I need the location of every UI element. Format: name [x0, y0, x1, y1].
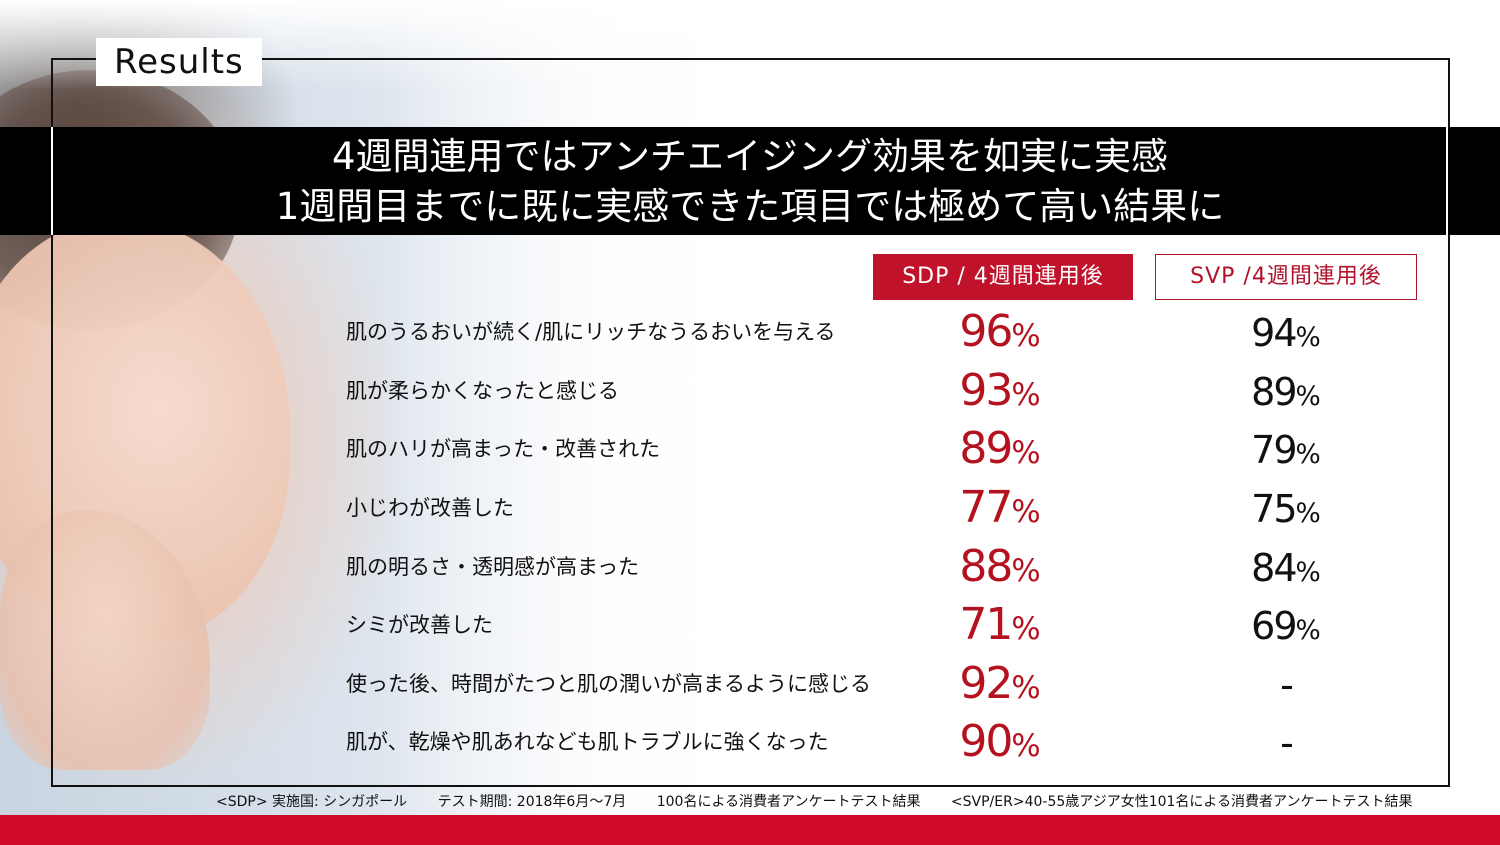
- row-label: 小じわが改善した: [346, 496, 514, 520]
- sdp-value: 89%: [959, 423, 1041, 474]
- table-row: 使った後、時間がたつと肌の潤いが高まるように感じる 92% -: [0, 657, 1500, 715]
- footnote: <SDP> 実施国: シンガポール テスト期間: 2018年6月～7月 100名…: [216, 792, 1456, 812]
- title-band: 4週間連用ではアンチエイジング効果を如実に実感 1週間目までに既に実感できた項目…: [0, 127, 1500, 235]
- footnote-period: テスト期間: 2018年6月～7月: [437, 794, 627, 810]
- sdp-value: 92%: [959, 658, 1041, 709]
- column-header-svp: SVP /4週間連用後: [1155, 254, 1417, 300]
- row-label: 肌が柔らかくなったと感じる: [346, 379, 619, 403]
- footnote-sdp-result: 100名による消費者アンケートテスト結果: [656, 794, 921, 810]
- svp-value: -: [1280, 663, 1294, 707]
- sdp-value: 96%: [959, 306, 1041, 357]
- sdp-value: 88%: [959, 541, 1041, 592]
- row-label: 肌のハリが高まった・改善された: [346, 437, 661, 461]
- table-row: 肌が、乾燥や肌あれなども肌トラブルに強くなった 90% -: [0, 715, 1500, 773]
- results-frame: [51, 58, 1450, 787]
- section-label: Results: [96, 38, 262, 86]
- sdp-value: 77%: [959, 482, 1041, 533]
- title-line-2: 1週間目までに既に実感できた項目では極めて高い結果に: [275, 185, 1225, 228]
- row-label: 肌の明るさ・透明感が高まった: [346, 555, 640, 579]
- sdp-value: 93%: [959, 365, 1041, 416]
- table-row: 肌が柔らかくなったと感じる 93% 89%: [0, 364, 1500, 422]
- table-row: シミが改善した 71% 69%: [0, 598, 1500, 656]
- svp-value: 84%: [1251, 546, 1321, 590]
- footnote-svp-result: <SVP/ER>40-55歳アジア女性101名による消費者アンケートテスト結果: [950, 794, 1413, 810]
- svp-value: 79%: [1251, 428, 1321, 472]
- frame-edge-left: [51, 127, 53, 235]
- column-header-sdp: SDP / 4週間連用後: [873, 254, 1133, 300]
- row-label: シミが改善した: [346, 613, 493, 637]
- bottom-red-bar: [0, 815, 1500, 845]
- row-label: 肌が、乾燥や肌あれなども肌トラブルに強くなった: [346, 730, 829, 754]
- title-line-1: 4週間連用ではアンチエイジング効果を如実に実感: [331, 135, 1169, 178]
- table-row: 小じわが改善した 77% 75%: [0, 481, 1500, 539]
- table-row: 肌の明るさ・透明感が高まった 88% 84%: [0, 540, 1500, 598]
- svp-value: -: [1280, 721, 1294, 765]
- svp-value: 75%: [1251, 487, 1321, 531]
- svp-value: 94%: [1251, 311, 1321, 355]
- table-row: 肌のうるおいが続く/肌にリッチなうるおいを与える 96% 94%: [0, 305, 1500, 363]
- row-label: 使った後、時間がたつと肌の潤いが高まるように感じる: [346, 672, 871, 696]
- table-row: 肌のハリが高まった・改善された 89% 79%: [0, 422, 1500, 480]
- sdp-value: 90%: [959, 716, 1041, 767]
- footnote-sdp-country: <SDP> 実施国: シンガポール: [216, 794, 408, 810]
- svp-value: 69%: [1251, 604, 1321, 648]
- sdp-value: 71%: [959, 599, 1041, 650]
- svp-value: 89%: [1251, 370, 1321, 414]
- frame-edge-right: [1446, 127, 1448, 235]
- row-label: 肌のうるおいが続く/肌にリッチなうるおいを与える: [346, 320, 836, 344]
